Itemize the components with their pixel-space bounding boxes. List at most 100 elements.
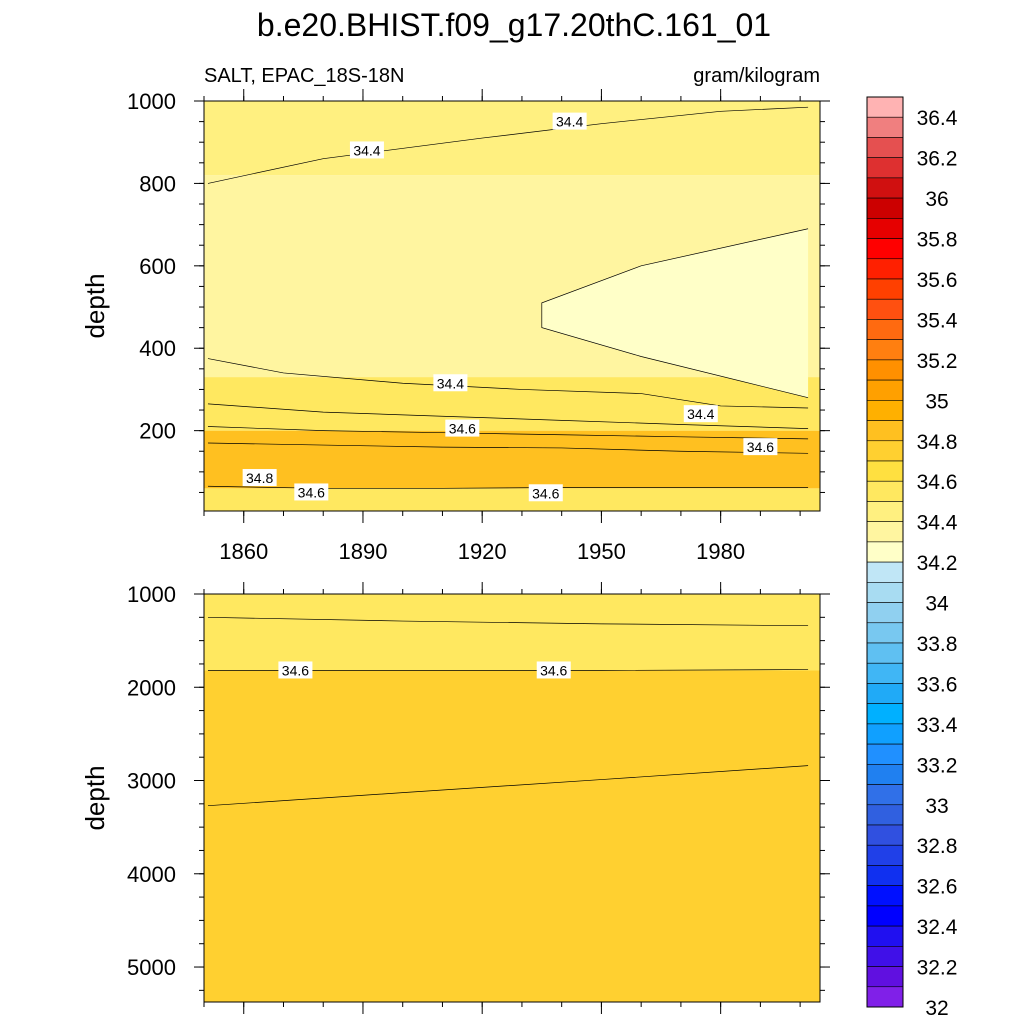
colorbar-swatch	[866, 662, 904, 684]
svg-text:34.4: 34.4	[687, 406, 714, 422]
colorbar-swatch	[866, 683, 904, 704]
y-tick-label: 800	[139, 171, 176, 196]
contour-line	[207, 403, 809, 429]
colorbar-swatch	[866, 925, 904, 947]
field-fill: 34.8 34.6 34.6 34.6 34.6 34.4 34.4 34.4 34.4	[204, 101, 820, 511]
y-tick-label: 1000	[127, 582, 176, 607]
x-tick-label: 1950	[577, 539, 626, 564]
colorbar-swatch	[866, 804, 904, 826]
colorbar: 36.4 36.2 36 35.8 35.6 35.4 35.2 35 34.8 34.6 34.4…	[866, 96, 958, 1020]
colorbar-label: 36.2	[917, 148, 958, 171]
colorbar-swatch	[866, 298, 904, 320]
colorbar-swatch	[866, 379, 904, 401]
colorbar-swatch	[866, 865, 904, 886]
contour-label: 34.6	[445, 419, 480, 437]
salinity-band	[204, 101, 820, 176]
colorbar-swatch	[866, 197, 904, 219]
y-tick-label: 2000	[127, 675, 176, 700]
svg-text:34.8: 34.8	[246, 470, 273, 486]
colorbar-swatch	[866, 359, 904, 381]
contour-label: 34.6	[278, 661, 313, 679]
colorbar-swatch	[866, 622, 904, 644]
svg-text:34.6: 34.6	[532, 485, 559, 501]
plot-frame	[203, 100, 821, 512]
contour-label: 34.6	[528, 484, 563, 502]
colorbar-label: 35.8	[917, 229, 958, 252]
x-tick-label: 1890	[338, 539, 387, 564]
colorbar-label: 32.6	[917, 876, 958, 899]
contour-label: 34.4	[683, 405, 718, 423]
contour-line	[207, 442, 809, 454]
colorbar-swatch	[866, 703, 904, 725]
colorbar-label: 35.6	[917, 269, 958, 292]
colorbar-swatch	[866, 582, 904, 603]
contour-line	[207, 616, 809, 627]
colorbar-label: 33.6	[917, 673, 958, 696]
y-axis-label: depth	[80, 765, 110, 830]
colorbar-label: 32.2	[917, 957, 958, 980]
colorbar-swatch	[866, 420, 904, 442]
contour-label: 34.8	[242, 469, 277, 487]
colorbar-swatch	[866, 339, 904, 361]
y-tick-label: 400	[139, 336, 176, 361]
colorbar-swatch	[866, 218, 904, 239]
y-tick-label: 1000	[127, 89, 176, 114]
colorbar-swatch	[866, 905, 904, 927]
colorbar-swatch	[866, 501, 904, 522]
contour-line	[207, 358, 809, 409]
colorbar-label: 34.4	[917, 512, 958, 535]
colorbar-swatch	[866, 764, 904, 785]
y-tick-label: 5000	[127, 955, 176, 980]
y-tick-label: 4000	[127, 862, 176, 887]
colorbar-swatch	[866, 521, 904, 543]
salinity-band	[204, 670, 820, 1002]
colorbar-label: 33.8	[917, 633, 958, 656]
colorbar-swatch	[866, 966, 904, 988]
svg-text:34.4: 34.4	[353, 142, 380, 158]
upper-panel: 34.8 34.6 34.6 34.6 34.6 34.4 34.4 34.4 34.4 200 4…	[80, 89, 830, 564]
colorbar-label: 32.4	[917, 916, 958, 939]
colorbar-label: 35.4	[917, 309, 958, 332]
lower-panel: 34.6 34.6 1000 2000 3000 4000 5000 depth	[80, 582, 830, 1014]
colorbar-frame	[866, 96, 904, 1008]
salinity-band	[204, 430, 820, 489]
colorbar-label: 35	[925, 390, 948, 413]
y-tick-label: 200	[139, 419, 176, 444]
colorbar-swatch	[866, 460, 904, 482]
variable-region-label: SALT, EPAC_18S-18N	[204, 65, 404, 87]
plot-frame	[203, 593, 821, 1003]
contour-line	[541, 228, 809, 399]
colorbar-swatch	[866, 96, 904, 118]
colorbar-swatch	[866, 177, 904, 199]
contour-line	[207, 426, 809, 440]
colorbar-label: 34	[925, 593, 949, 616]
figure-title: b.e20.BHIST.f09_g17.20thC.161_01	[257, 7, 771, 43]
colorbar-swatch	[866, 561, 904, 583]
salinity-band	[204, 594, 820, 671]
contour-label: 34.6	[743, 438, 778, 456]
svg-text:34.4: 34.4	[556, 114, 583, 130]
colorbar-label: 35.2	[917, 350, 958, 373]
svg-text:34.6: 34.6	[282, 662, 309, 678]
contour-line	[207, 106, 809, 184]
colorbar-swatch	[866, 946, 904, 967]
fresh-core-region	[541, 228, 809, 398]
colorbar-swatch	[866, 844, 904, 866]
svg-text:34.6: 34.6	[298, 484, 325, 500]
colorbar-label: 32	[925, 997, 948, 1020]
colorbar-swatch	[866, 642, 904, 664]
contour-label: 34.6	[536, 661, 571, 679]
svg-text:34.4: 34.4	[437, 375, 464, 391]
contour-line	[207, 765, 809, 807]
units-label: gram/kilogram	[693, 65, 820, 87]
field-fill: 34.6 34.6	[204, 594, 820, 1002]
colorbar-label: 32.8	[917, 835, 958, 858]
colorbar-swatch	[866, 400, 904, 421]
colorbar-label: 33.4	[917, 714, 958, 737]
colorbar-swatch	[866, 824, 904, 846]
colorbar-swatch	[866, 258, 904, 280]
colorbar-swatch	[866, 137, 904, 158]
contour-label: 34.4	[433, 374, 468, 392]
colorbar-swatch	[866, 440, 904, 462]
